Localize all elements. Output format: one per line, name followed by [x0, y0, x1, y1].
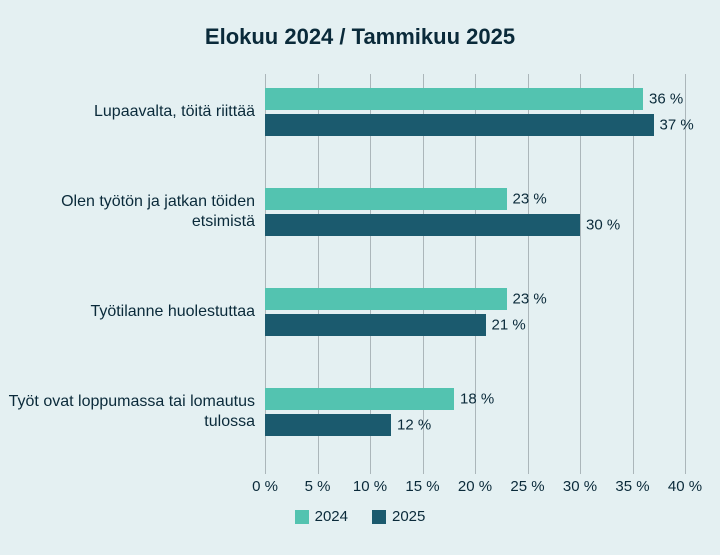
bar-2025	[265, 414, 391, 436]
x-axis-ticks: 0 %5 %10 %15 %20 %25 %30 %35 %40 %	[265, 478, 685, 498]
x-tick-label: 35 %	[615, 478, 649, 495]
x-tick-label: 0 %	[252, 478, 278, 495]
value-label: 30 %	[586, 217, 620, 234]
bar-2025	[265, 314, 486, 336]
x-tick-label: 30 %	[563, 478, 597, 495]
chart-title: Elokuu 2024 / Tammikuu 2025	[0, 24, 720, 50]
x-tick-label: 15 %	[405, 478, 439, 495]
value-label: 21 %	[492, 317, 526, 334]
bar-2024	[265, 388, 454, 410]
bar-2025	[265, 114, 654, 136]
legend: 2024 2025	[0, 508, 720, 529]
x-tick-label: 20 %	[458, 478, 492, 495]
legend-label: 2024	[315, 508, 348, 525]
x-tick-label: 25 %	[510, 478, 544, 495]
legend-swatch	[295, 510, 309, 524]
x-tick-label: 10 %	[353, 478, 387, 495]
legend-label: 2025	[392, 508, 425, 525]
category-label: Työtilanne huolestuttaa	[0, 302, 255, 322]
plot-area: 36 %37 %23 %30 %23 %21 %18 %12 %	[265, 74, 685, 474]
bar-2024	[265, 188, 507, 210]
value-label: 36 %	[649, 91, 683, 108]
x-tick-label: 40 %	[668, 478, 702, 495]
category-label: Työt ovat loppumassa tai lomautus tuloss…	[0, 392, 255, 432]
x-tick-label: 5 %	[305, 478, 331, 495]
bar-2024	[265, 88, 643, 110]
gridline	[685, 74, 686, 474]
value-label: 18 %	[460, 391, 494, 408]
legend-item: 2024	[295, 508, 348, 525]
legend-item: 2025	[372, 508, 425, 525]
category-label: Olen työtön ja jatkan töiden etsimistä	[0, 192, 255, 232]
legend-swatch	[372, 510, 386, 524]
category-labels: Lupaavalta, töitä riittää Olen työtön ja …	[0, 74, 255, 474]
value-label: 23 %	[513, 291, 547, 308]
bar-2024	[265, 288, 507, 310]
value-label: 12 %	[397, 417, 431, 434]
value-label: 37 %	[660, 117, 694, 134]
value-label: 23 %	[513, 191, 547, 208]
category-label: Lupaavalta, töitä riittää	[0, 102, 255, 122]
bar-2025	[265, 214, 580, 236]
